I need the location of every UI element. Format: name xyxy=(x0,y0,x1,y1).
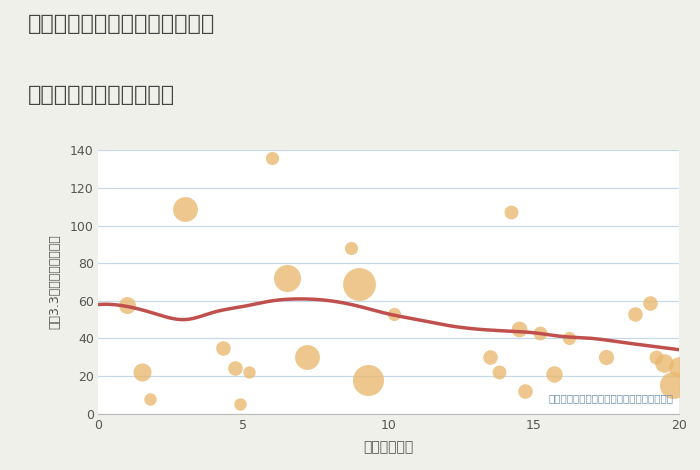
Point xyxy=(673,363,685,370)
Point xyxy=(145,395,156,402)
Point xyxy=(180,205,191,212)
Point xyxy=(494,368,505,376)
Text: 駅距離別中古戸建て価格: 駅距離別中古戸建て価格 xyxy=(28,85,175,105)
Point xyxy=(354,280,365,288)
Point xyxy=(389,310,400,318)
X-axis label: 駅距離（分）: 駅距離（分） xyxy=(363,440,414,454)
Point xyxy=(645,299,656,306)
Point xyxy=(281,274,293,282)
Y-axis label: 坪（3.3㎡）単価（万円）: 坪（3.3㎡）単価（万円） xyxy=(48,235,62,329)
Point xyxy=(217,344,228,352)
Point xyxy=(345,244,356,252)
Point xyxy=(514,325,525,333)
Point xyxy=(302,353,313,361)
Point xyxy=(363,376,374,384)
Point xyxy=(549,370,560,378)
Point xyxy=(519,387,531,395)
Text: 福岡県北九州市小倉北区城内の: 福岡県北九州市小倉北区城内の xyxy=(28,14,216,34)
Point xyxy=(122,301,133,308)
Point xyxy=(505,209,516,216)
Point xyxy=(659,359,670,367)
Point xyxy=(267,154,278,162)
Point xyxy=(244,368,255,376)
Point xyxy=(668,382,679,389)
Point xyxy=(484,353,496,361)
Text: 円の大きさは、取引のあった物件面積を示す: 円の大きさは、取引のあった物件面積を示す xyxy=(548,393,673,403)
Point xyxy=(229,365,240,372)
Point xyxy=(563,335,574,342)
Point xyxy=(534,329,545,337)
Point xyxy=(234,400,246,408)
Point xyxy=(630,310,641,318)
Point xyxy=(650,353,662,361)
Point xyxy=(136,368,147,376)
Point xyxy=(601,353,612,361)
